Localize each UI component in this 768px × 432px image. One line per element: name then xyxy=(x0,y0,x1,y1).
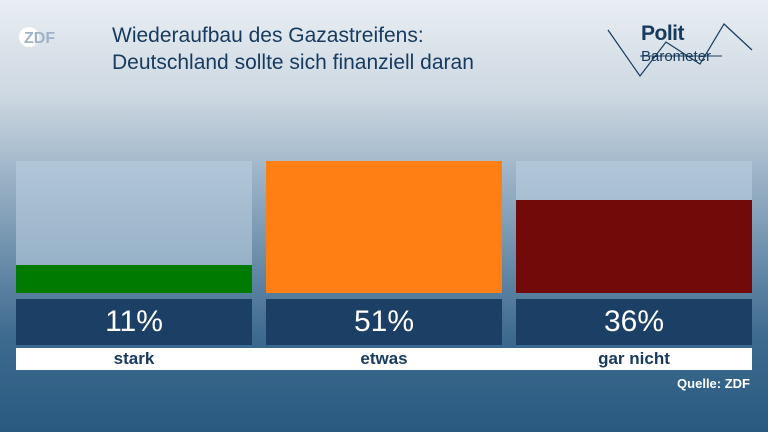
category-label-stark: stark xyxy=(113,349,155,368)
bar-track-etwas xyxy=(266,161,502,293)
bar-chart xyxy=(16,161,752,293)
category-label-etwas: etwas xyxy=(360,349,408,368)
bar-etwas xyxy=(266,161,502,293)
chart-title: Wiederaufbau des Gazastreifens: Deutschl… xyxy=(112,22,592,76)
politbarometer-logo: Polit Barometer xyxy=(604,16,754,86)
value-label-gar-nicht: 36% xyxy=(516,299,752,345)
bar-gar-nicht xyxy=(516,200,752,293)
chart-title-line-2: Deutschland sollte sich finanziell daran xyxy=(112,51,474,74)
zdf-logo-icon: ZDF xyxy=(19,27,55,47)
value-label-etwas: 51% xyxy=(266,299,502,345)
chart-title-line-1: Wiederaufbau des Gazastreifens: xyxy=(112,24,424,47)
bar-stark xyxy=(16,265,252,293)
politbarometer-logo-line-1: Polit xyxy=(641,22,685,45)
zdf-logo: ZDF xyxy=(18,26,80,48)
source-note: Quelle: ZDF xyxy=(677,376,750,391)
value-label-stark: 11% xyxy=(16,299,252,345)
zdf-logo-text: ZDF xyxy=(24,30,55,47)
category-strip xyxy=(16,348,752,370)
politbarometer-logo-line-2: Barometer xyxy=(641,48,712,65)
bar-track-stark xyxy=(16,161,252,293)
bar-track-gar-nicht xyxy=(516,161,752,293)
politbarometer-logo-icon xyxy=(607,23,753,78)
category-label-gar-nicht: gar nicht xyxy=(598,349,670,368)
